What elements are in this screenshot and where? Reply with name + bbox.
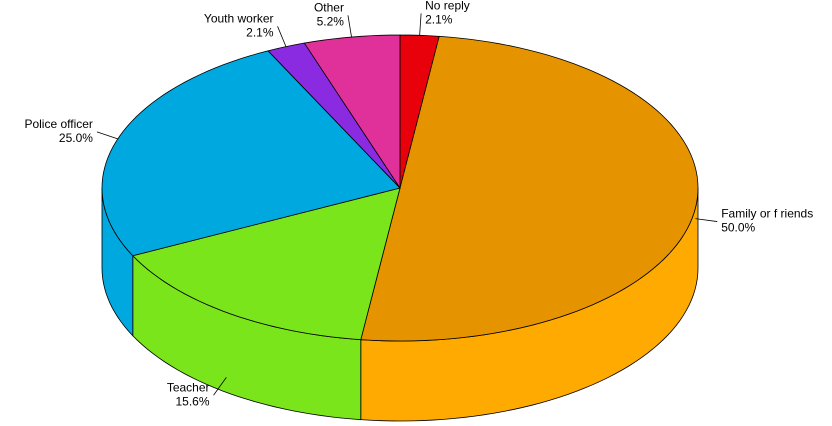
slice-value-label: 5.2% <box>317 15 345 29</box>
slice-value-label: 15.6% <box>176 394 210 408</box>
slice-value-label: 2.1% <box>425 13 453 27</box>
leader-line <box>347 15 352 38</box>
slice-label: Youth worker <box>204 11 274 25</box>
slice-label: Police officer <box>24 117 92 131</box>
slice-value-label: 25.0% <box>59 131 93 145</box>
slice-label: Other <box>314 1 344 15</box>
slice <box>101 50 401 257</box>
leader-line <box>695 218 718 222</box>
slice <box>132 187 401 341</box>
slice-label: Family or f riends <box>721 207 813 221</box>
leader-line <box>277 26 287 47</box>
pie-tops <box>101 34 699 342</box>
leader-line <box>213 377 227 396</box>
leader-line <box>419 13 422 36</box>
slice <box>303 34 401 190</box>
slice-label: No reply <box>425 0 470 13</box>
slice-label: Teacher <box>167 380 210 394</box>
slice-value-label: 50.0% <box>721 221 755 235</box>
leader-line <box>96 131 118 140</box>
slice-value-label: 2.1% <box>246 25 274 39</box>
slice <box>360 35 699 342</box>
